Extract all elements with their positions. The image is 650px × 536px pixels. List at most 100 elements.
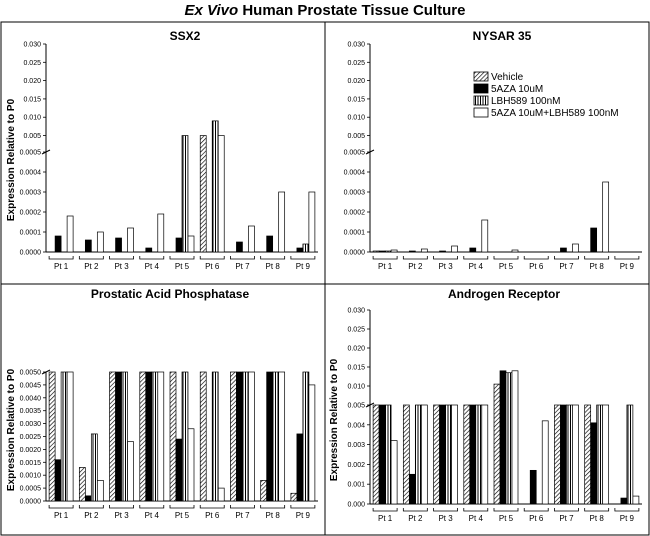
bar-lbh589 — [242, 371, 249, 502]
x-tick-label: Pt 4 — [145, 262, 160, 271]
bar-combo — [187, 235, 195, 253]
bar-5aza — [296, 247, 304, 253]
group-bracket — [433, 256, 458, 260]
x-tick-label: Pt 6 — [205, 262, 220, 271]
bar-5aza — [439, 250, 446, 253]
y-tick-label: 0.0003 — [344, 190, 366, 197]
x-tick-label: Pt 1 — [378, 262, 393, 271]
x-tick-label: Pt 8 — [266, 511, 281, 520]
figure-title-rest: Human Prostate Tissue Culture — [238, 2, 465, 19]
bar-5aza — [115, 371, 122, 502]
bar-lbh589 — [121, 371, 128, 502]
y-tick-label: 0.0020 — [20, 447, 42, 454]
bar-combo — [572, 404, 579, 505]
y-tick-label: 0.005 — [23, 133, 41, 140]
bar-lbh589 — [475, 404, 483, 505]
bar-combo — [511, 249, 519, 253]
group-bracket — [463, 508, 489, 512]
bar-5aza — [54, 235, 62, 253]
bar-5aza — [236, 371, 243, 502]
group-bracket — [139, 505, 165, 509]
bar-5aza — [439, 404, 446, 505]
x-tick-label: Pt 4 — [469, 262, 484, 271]
bar-5aza — [408, 473, 416, 505]
bar-combo — [602, 404, 610, 505]
legend-swatch-combo — [473, 107, 489, 118]
x-tick-label: Pt 9 — [620, 514, 635, 523]
bar-lbh589 — [445, 404, 452, 505]
bar-vehicle — [199, 371, 207, 502]
y-tick-label: 0.000 — [347, 502, 365, 509]
x-tick-label: Pt 6 — [529, 262, 544, 271]
y-tick-label: 0.0004 — [344, 170, 366, 177]
bar-vehicle — [260, 480, 268, 502]
y-tick-label: 0.005 — [347, 403, 365, 410]
bar-vehicle — [199, 135, 207, 253]
bar-combo — [308, 384, 316, 502]
bar-combo — [632, 495, 640, 505]
group-bracket — [493, 256, 519, 260]
bar-lbh589 — [414, 404, 422, 505]
bar-lbh589 — [566, 404, 573, 505]
group-bracket — [372, 256, 398, 260]
bar-lbh589 — [181, 371, 189, 502]
y-tick-label: 0.0005 — [20, 486, 42, 493]
bar-vehicle — [139, 371, 147, 502]
y-axis-label: Expression Relative to P0 — [6, 368, 17, 491]
x-tick-label: Pt 4 — [469, 514, 484, 523]
y-tick-label: 0.0040 — [20, 395, 42, 402]
x-tick-label: Pt 2 — [408, 262, 423, 271]
charts-layer: SSX2 Expression Relative to P0 0.0000 0.000… — [6, 29, 642, 523]
y-tick-label: 0.0001 — [344, 230, 366, 237]
y-tick-label: 0.030 — [347, 308, 365, 315]
bar-combo — [541, 420, 549, 505]
bar-5aza — [84, 239, 92, 253]
bar-5aza — [620, 497, 628, 505]
y-tick-label: 0.030 — [347, 42, 365, 49]
x-tick-label: Pt 7 — [235, 262, 250, 271]
panel-frame-ar — [324, 283, 650, 536]
x-tick-label: Pt 6 — [529, 514, 544, 523]
chart-0: SSX2 Expression Relative to P0 0.0000 0.000… — [6, 29, 318, 271]
bar-combo — [217, 487, 225, 502]
x-tick-label: Pt 1 — [378, 514, 393, 523]
bar-vehicle — [169, 371, 177, 502]
bar-combo — [420, 404, 428, 505]
bar-combo — [308, 191, 316, 253]
y-tick-label: 0.0004 — [20, 170, 42, 177]
y-tick-label: 0.003 — [347, 442, 365, 449]
bar-5aza — [266, 371, 274, 502]
group-bracket — [493, 508, 519, 512]
y-tick-label: 0.025 — [347, 327, 365, 334]
group-bracket — [402, 508, 428, 512]
x-tick-label: Pt 8 — [266, 262, 281, 271]
bar-combo — [390, 440, 398, 505]
y-tick-label: 0.020 — [347, 346, 365, 353]
y-tick-label: 0.020 — [347, 78, 365, 85]
y-tick-label: 0.0050 — [20, 370, 42, 377]
y-tick-label: 0.0005 — [344, 150, 366, 157]
y-tick-label: 0.001 — [347, 482, 365, 489]
y-tick-label: 0.0005 — [20, 150, 42, 157]
group-bracket — [290, 256, 316, 260]
bar-combo — [248, 371, 255, 502]
group-bracket — [78, 505, 104, 509]
legend-label-vehicle: Vehicle — [491, 72, 524, 83]
group-bracket — [230, 505, 255, 509]
bar-combo — [420, 248, 428, 253]
bar-combo — [66, 371, 74, 502]
y-tick-label: 0.0001 — [20, 230, 42, 237]
group-bracket — [463, 256, 489, 260]
bar-combo — [248, 225, 255, 253]
bar-combo — [157, 371, 165, 502]
bar-5aza — [499, 370, 507, 505]
x-tick-label: Pt 5 — [175, 511, 190, 520]
x-tick-label: Pt 1 — [54, 262, 69, 271]
group-bracket — [199, 505, 225, 509]
bar-lbh589 — [272, 371, 280, 502]
bar-5aza — [54, 459, 62, 502]
bar-5aza — [378, 250, 386, 253]
x-tick-label: Pt 5 — [499, 262, 514, 271]
legend: Vehicle 5AZA 10uM LBH589 100nM 5AZA 10uM… — [473, 71, 619, 119]
